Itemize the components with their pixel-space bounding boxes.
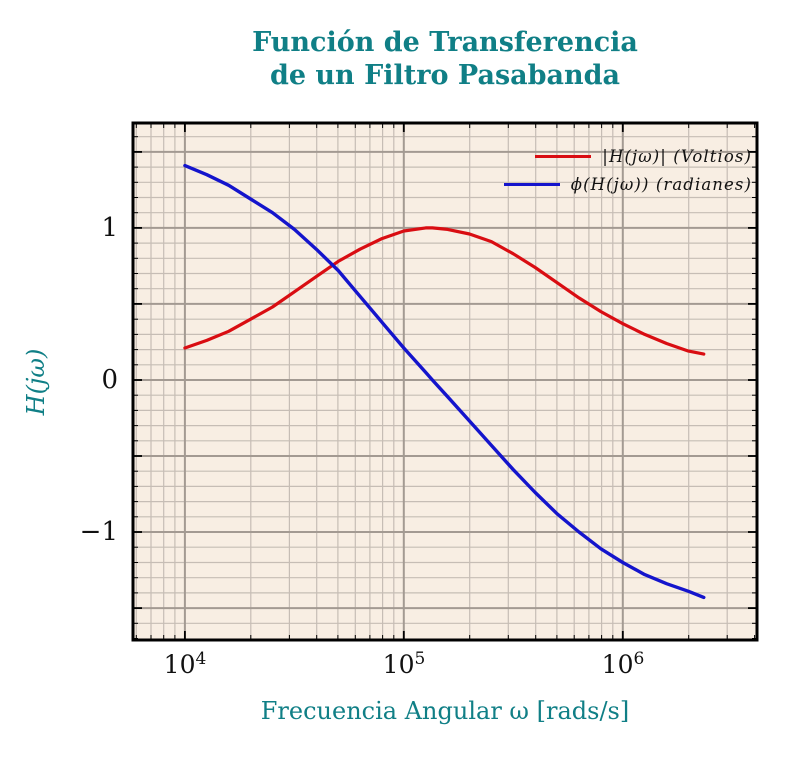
x-axis-label: Frecuencia Angular ω [rads/s] (260, 697, 630, 725)
x-tick-label: 104 (163, 649, 207, 679)
plot-frame (131, 121, 759, 642)
x-tick-label: 106 (601, 649, 645, 679)
legend: |H(jω)| (Voltios) ϕ(H(jω)) (radianes) (503, 147, 752, 194)
legend-item-phase: ϕ(H(jω)) (radianes) (503, 175, 752, 194)
legend-item-magnitude: |H(jω)| (Voltios) (535, 147, 752, 166)
magnitude-line-sample (535, 154, 592, 159)
y-tick-label: 1 (101, 213, 118, 243)
plot-background (133, 123, 757, 640)
chart-title-line2: de un Filtro Pasabanda (269, 60, 621, 91)
phase-curve (183, 163, 706, 600)
chart-title-line1: Función de Transferencia (252, 27, 638, 58)
chart-title: Función de Transferencia de un Filtro Pa… (133, 26, 757, 92)
y-tick-label: 0 (101, 365, 118, 395)
legend-label-phase: ϕ(H(jω)) (radianes) (570, 175, 752, 194)
phase-line-sample (503, 182, 560, 187)
y-tick-label: −1 (79, 517, 118, 547)
x-tick-label: 105 (382, 649, 426, 679)
legend-label-magnitude: |H(jω)| (Voltios) (602, 147, 752, 166)
grid-minor (133, 123, 757, 640)
magnitude-curve (183, 226, 706, 356)
